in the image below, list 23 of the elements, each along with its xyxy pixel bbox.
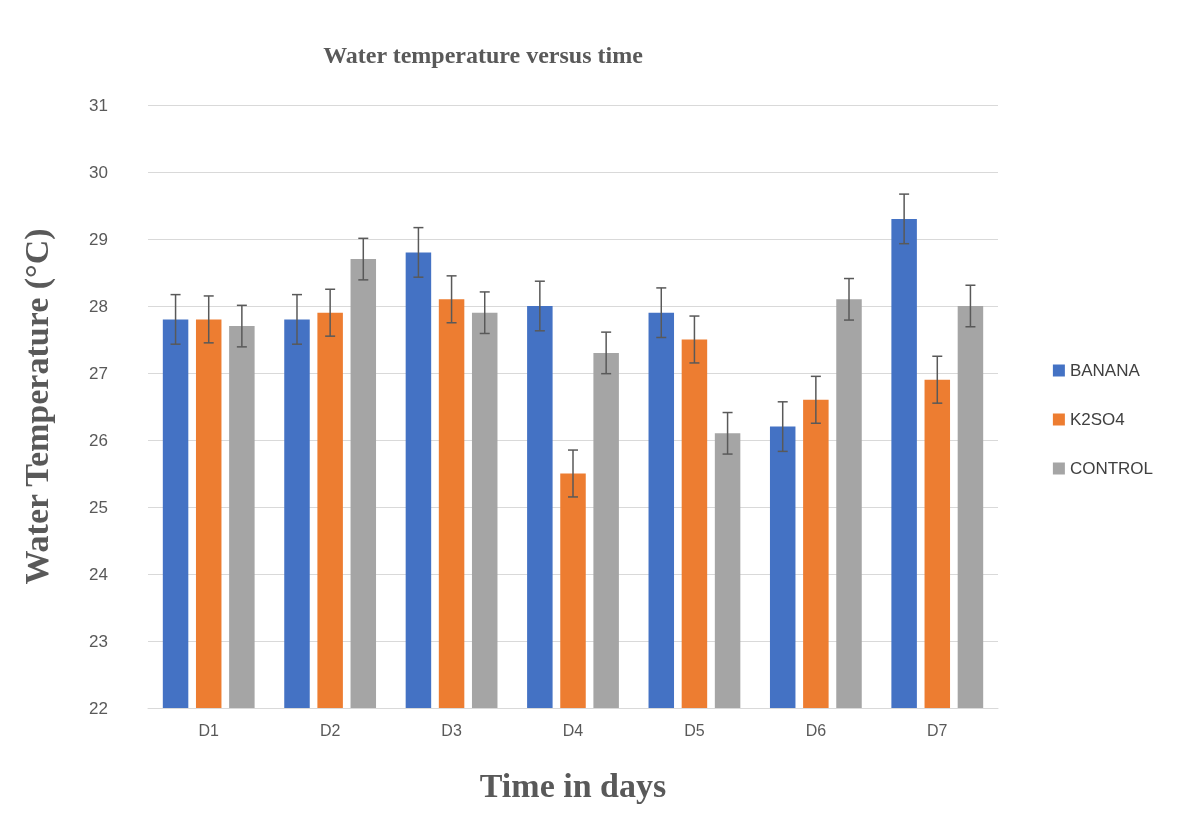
y-tick-label: 26 <box>89 430 108 450</box>
x-tick-label: D6 <box>805 721 827 739</box>
y-tick-label: 28 <box>89 296 108 316</box>
y-tick-label: 24 <box>89 564 108 584</box>
y-tick-label: 30 <box>89 162 108 182</box>
y-tick-label: 31 <box>89 95 108 115</box>
y-tick-label: 27 <box>89 363 108 383</box>
x-axis-title: Time in days <box>479 766 667 804</box>
y-tick-label: 22 <box>89 698 108 718</box>
x-tick-label: D3 <box>441 721 462 739</box>
y-tick-label: 29 <box>89 229 108 249</box>
legend-label: BANANA <box>1069 361 1141 380</box>
y-axis-title: Water Temperature (°C) <box>17 228 56 585</box>
x-tick-label: D4 <box>562 721 584 739</box>
y-tick-label: 23 <box>89 631 108 651</box>
legend-label: K2SO4 <box>1069 410 1125 429</box>
chart-title: Water temperature versus time <box>323 42 644 68</box>
x-tick-label: D7 <box>927 721 948 739</box>
x-tick-label: D1 <box>198 721 220 739</box>
x-tick-label: D2 <box>319 721 341 739</box>
legend-label: CONTROL <box>1069 459 1154 478</box>
x-tick-label: D5 <box>684 721 705 739</box>
y-tick-label: 25 <box>89 497 108 517</box>
